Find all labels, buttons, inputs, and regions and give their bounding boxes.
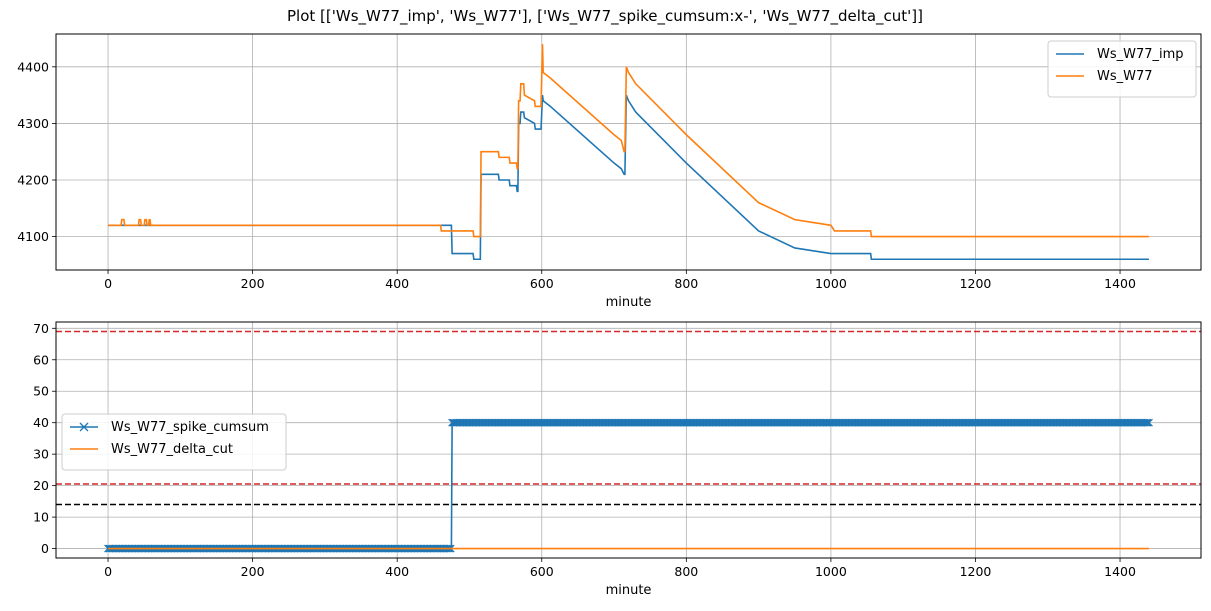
x-tick-label: 1400 — [1104, 276, 1136, 291]
y-tick-label: 10 — [33, 510, 49, 525]
x-tick-label: 200 — [241, 276, 265, 291]
legend-item: Ws_W77_imp — [1056, 47, 1184, 62]
x-marker — [1145, 418, 1153, 427]
x-tick-label: 400 — [385, 564, 409, 579]
y-tick-label: 4200 — [17, 173, 49, 188]
series-Ws_W77_imp — [108, 94, 1149, 261]
x-tick-label: 600 — [530, 564, 554, 579]
figure-title: Plot [['Ws_W77_imp', 'Ws_W77'], ['Ws_W77… — [287, 7, 923, 26]
x-tick-label: 800 — [674, 564, 698, 579]
y-tick-label: 50 — [33, 384, 49, 399]
series-Ws_W77 — [108, 44, 1149, 238]
x-tick-label: 1000 — [815, 276, 847, 291]
y-tick-label: 20 — [33, 478, 49, 493]
y-tick-label: 70 — [33, 321, 49, 336]
top-ticks: 0 200 400 600 800 1000 1200 1400 4100 4200 4300 440… — [17, 59, 1136, 291]
y-tick-label: 30 — [33, 447, 49, 462]
x-marker — [1143, 418, 1152, 427]
bottom-legend: Ws_W77_spike_cumsum Ws_W77_delta_cut — [61, 413, 287, 471]
bottom-chart: 0 200 400 600 800 1000 1200 1400 0 10 20 30 40 50 60 70… — [33, 321, 1202, 598]
legend-label: Ws_W77_spike_cumsum — [111, 420, 269, 435]
legend-box — [61, 413, 287, 471]
legend-marker — [79, 422, 89, 432]
x-tick-label: 1400 — [1104, 564, 1136, 579]
x-tick-label: 0 — [104, 276, 112, 291]
y-tick-label: 40 — [33, 415, 49, 430]
x-tick-label: 1200 — [960, 276, 992, 291]
top-legend: Ws_W77_imp Ws_W77 — [1047, 40, 1197, 98]
legend-item: Ws_W77_delta_cut — [70, 442, 233, 457]
x-tick-label: 800 — [674, 276, 698, 291]
top-axes-frame — [55, 33, 1202, 271]
legend-label: Ws_W77_delta_cut — [111, 442, 233, 457]
bottom-x-axis-label: minute — [606, 583, 652, 598]
series-line — [108, 94, 1149, 261]
legend-label: Ws_W77_imp — [1097, 47, 1184, 62]
x-tick-label: 600 — [530, 276, 554, 291]
y-tick-label: 4300 — [17, 116, 49, 131]
top-series-lines — [108, 44, 1149, 261]
y-tick-label: 4100 — [17, 229, 49, 244]
bottom-axes-frame — [55, 321, 1202, 559]
legend-item: Ws_W77_spike_cumsum — [70, 420, 269, 435]
bottom-ticks: 0 200 400 600 800 1000 1200 1400 0 10 20 30 40 50 60 70 — [33, 321, 1136, 579]
legend-item: Ws_W77 — [1056, 69, 1153, 84]
bottom-series-lines — [56, 330, 1201, 553]
top-chart: 0 200 400 600 800 1000 1200 1400 4100 4200 4300 440… — [17, 33, 1202, 310]
y-tick-label: 4400 — [17, 59, 49, 74]
x-tick-label: 1000 — [815, 564, 847, 579]
y-tick-label: 0 — [41, 541, 49, 556]
legend-box — [1047, 40, 1197, 98]
x-tick-label: 200 — [241, 564, 265, 579]
x-marker — [1142, 418, 1150, 427]
top-x-axis-label: minute — [606, 295, 652, 310]
legend-label: Ws_W77 — [1097, 69, 1153, 84]
y-tick-label: 60 — [33, 352, 49, 367]
series-line — [108, 44, 1149, 238]
x-tick-label: 400 — [385, 276, 409, 291]
x-tick-label: 0 — [104, 564, 112, 579]
x-tick-label: 1200 — [960, 564, 992, 579]
top-grid — [56, 34, 1201, 270]
